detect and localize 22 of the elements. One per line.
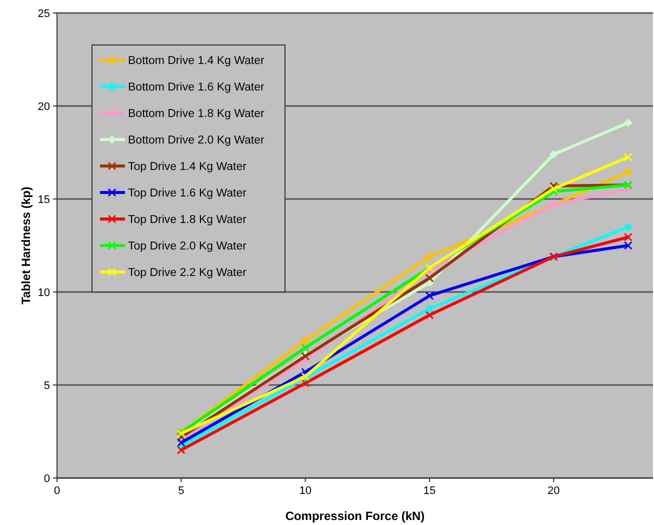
legend-label: Bottom Drive 1.8 Kg Water <box>128 108 265 120</box>
y-axis-title: Tablet Hardness (kp) <box>19 186 33 304</box>
y-tick-label: 0 <box>44 473 50 485</box>
x-tick-label: 10 <box>299 485 312 497</box>
y-tick-label: 5 <box>44 380 50 392</box>
legend-label: Bottom Drive 2.0 Kg Water <box>128 134 265 146</box>
y-tick-label: 15 <box>38 194 50 206</box>
x-tick-label: 20 <box>548 485 560 497</box>
y-tick-label: 20 <box>38 101 50 113</box>
x-tick-label: 0 <box>54 485 60 497</box>
legend-label: Top Drive 2.2 Kg Water <box>128 267 247 279</box>
legend-label: Top Drive 1.8 Kg Water <box>128 214 247 226</box>
x-axis-title: Compression Force (kN) <box>285 509 425 523</box>
x-tick-label: 5 <box>178 485 184 497</box>
y-tick-label: 10 <box>38 287 50 299</box>
legend-label: Top Drive 1.4 Kg Water <box>128 161 247 173</box>
legend-label: Top Drive 2.0 Kg Water <box>128 240 247 252</box>
legend-label: Bottom Drive 1.4 Kg Water <box>128 55 265 67</box>
legend-label: Top Drive 1.6 Kg Water <box>128 188 247 200</box>
x-tick-label: 15 <box>423 485 436 497</box>
y-tick-label: 25 <box>38 8 50 20</box>
legend-label: Bottom Drive 1.6 Kg Water <box>128 82 265 94</box>
